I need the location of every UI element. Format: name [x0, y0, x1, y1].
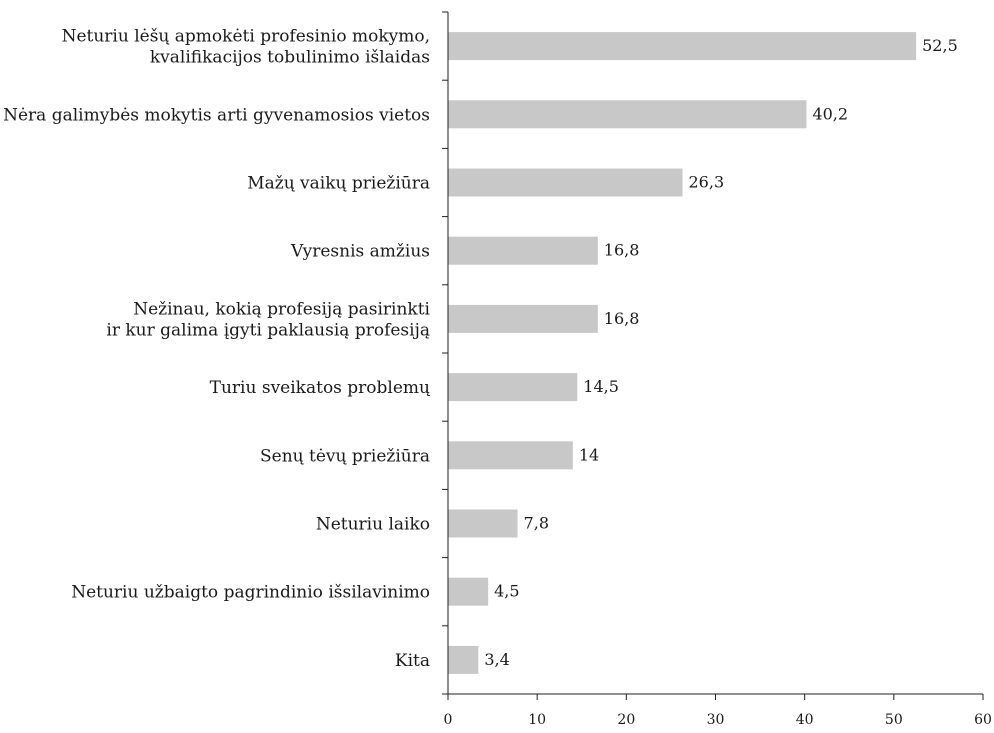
value-label: 16,8 — [604, 241, 640, 260]
bar — [448, 100, 807, 129]
bar — [448, 236, 598, 265]
bar — [448, 509, 518, 538]
category-label: Neturiu laiko — [316, 515, 430, 535]
category-label: Mažų vaikų priežiūra — [247, 174, 430, 194]
x-tick-label: 30 — [707, 712, 725, 728]
value-label: 3,4 — [484, 650, 509, 669]
category-label: Neturiu užbaigto pagrindinio išsilavinim… — [71, 583, 430, 603]
category-label: Nežinau, kokią profesiją pasirinkti — [133, 299, 430, 319]
category-label: Neturiu lėšų apmokėti profesinio mokymo, — [62, 27, 430, 47]
category-label: Nėra galimybės mokytis arti gyvenamosios… — [3, 105, 430, 125]
value-label: 16,8 — [604, 309, 640, 328]
category-label: Vyresnis amžius — [290, 242, 430, 262]
category-label: Turiu sveikatos problemų — [210, 378, 430, 398]
x-tick-label: 20 — [617, 712, 635, 728]
x-ticks-group: 0 10 20 30 40 50 60 — [444, 694, 992, 728]
bar — [448, 645, 479, 674]
x-tick-label: 40 — [796, 712, 814, 728]
value-label: 52,5 — [922, 36, 958, 55]
value-label: 14 — [579, 445, 599, 464]
bar — [448, 441, 573, 470]
bar — [448, 304, 598, 333]
category-label: Kita — [395, 651, 430, 671]
bar — [448, 168, 683, 197]
category-labels-group: Neturiu lėšų apmokėti profesinio mokymo,… — [3, 27, 430, 671]
bars-group — [448, 32, 917, 674]
value-label: 26,3 — [689, 173, 725, 192]
bar — [448, 577, 489, 606]
category-label: kvalifikacijos tobulinimo išlaidas — [150, 48, 430, 68]
x-tick-label: 10 — [528, 712, 546, 728]
value-label: 7,8 — [524, 514, 549, 533]
y-ticks-group — [442, 11, 448, 695]
category-label: ir kur galima įgyti paklausią profesiją — [106, 320, 430, 340]
value-labels-group: 52,5 40,2 26,3 16,8 16,8 14,5 14 7,8 4,5 3,4 — [484, 36, 957, 669]
bar — [448, 373, 578, 402]
bar — [448, 32, 917, 61]
value-label: 40,2 — [812, 104, 848, 123]
value-label: 4,5 — [494, 582, 519, 601]
x-tick-label: 60 — [974, 712, 992, 728]
category-label: Senų tėvų priežiūra — [260, 446, 430, 466]
value-label: 14,5 — [583, 377, 619, 396]
x-tick-label: 50 — [885, 712, 903, 728]
x-tick-label: 0 — [444, 712, 453, 728]
